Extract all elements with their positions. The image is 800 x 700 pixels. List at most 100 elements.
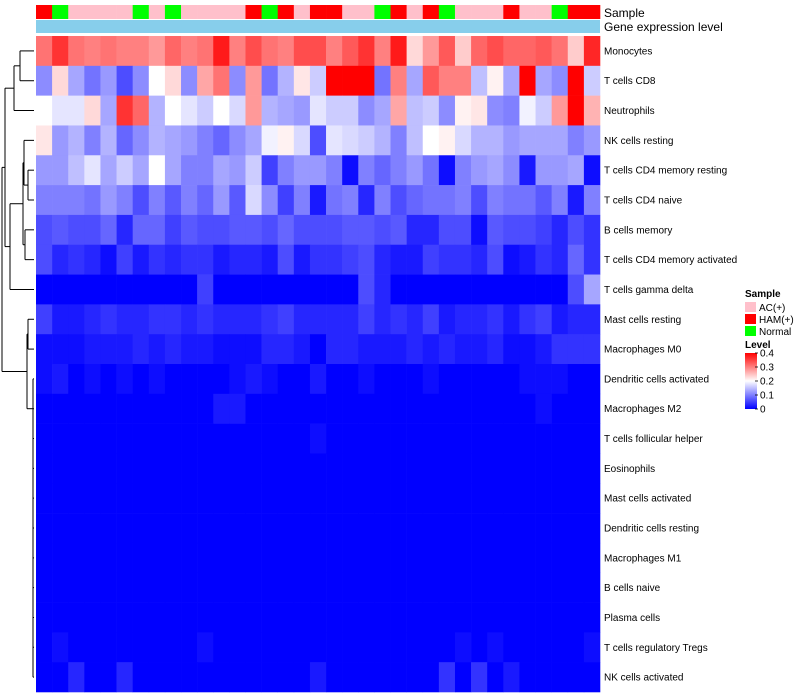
heatmap-cell (406, 244, 424, 275)
heatmap-cell (36, 602, 53, 633)
heatmap-cell (164, 36, 182, 67)
heatmap-cell (583, 632, 601, 663)
heatmap-cell (309, 214, 327, 246)
heatmap-cell (519, 632, 536, 663)
row-label: Macrophages M0 (604, 345, 682, 356)
heatmap-cell (132, 483, 150, 514)
heatmap-cell (567, 36, 585, 67)
heatmap-cell (100, 572, 117, 603)
heatmap-cell (229, 364, 246, 395)
heatmap-cell (358, 483, 375, 514)
heatmap-cell (213, 214, 230, 246)
heatmap-cell (583, 453, 601, 484)
heatmap-cell (181, 214, 198, 246)
heatmap-cell (358, 453, 375, 484)
heatmap-cell (326, 483, 343, 514)
heatmap-cell (422, 662, 440, 693)
heatmap-cell (567, 65, 585, 96)
heatmap-cell (52, 602, 69, 633)
heatmap-cell (374, 572, 391, 603)
heatmap-cell (503, 185, 520, 216)
heatmap-cell (471, 632, 488, 663)
heatmap-cell (197, 423, 214, 454)
heatmap-cell (100, 185, 117, 216)
heatmap-cell (261, 185, 279, 216)
row-label: B cells memory (604, 225, 672, 236)
heatmap-cell (36, 274, 53, 305)
heatmap-cell (36, 334, 53, 365)
heatmap-cell (326, 244, 343, 275)
heatmap-cell (116, 453, 133, 484)
heatmap-cell (583, 662, 601, 693)
heatmap-cell (519, 65, 536, 96)
heatmap-cell (454, 95, 472, 126)
heatmap-cell (36, 65, 53, 96)
heatmap-cell (342, 513, 359, 544)
heatmap-cell (454, 244, 472, 275)
heatmap-cell (116, 334, 133, 365)
heatmap-cell (84, 602, 101, 633)
sample-annotation-label: Sample (604, 6, 645, 20)
heatmap-cell (342, 304, 359, 335)
heatmap-cell (471, 542, 488, 574)
heatmap-cell (261, 393, 279, 424)
heatmap-cell (326, 393, 343, 424)
heatmap-cell (148, 542, 166, 574)
heatmap-cell (471, 95, 488, 126)
heatmap-cell (551, 483, 569, 514)
heatmap-cell (519, 572, 536, 603)
heatmap-cell (422, 125, 440, 156)
heatmap-cell (245, 334, 262, 365)
heatmap-cell (52, 483, 69, 514)
heatmap-cell (471, 214, 488, 246)
heatmap-cell (148, 364, 166, 395)
heatmap-cell (422, 155, 440, 186)
heatmap-cell (132, 125, 150, 156)
heatmap-cell (100, 155, 117, 186)
heatmap-cell (116, 65, 133, 96)
heatmap-cell (471, 185, 488, 216)
heatmap-cell (261, 542, 279, 574)
row-labels: Monocytes T cells CD8 Neutrophils NK cells … (604, 46, 737, 683)
heatmap-cell (551, 185, 569, 216)
heatmap-cell (309, 125, 327, 156)
heatmap-cell (583, 185, 601, 216)
heatmap-cell (454, 65, 472, 96)
heatmap-cell (374, 155, 391, 186)
heatmap-cell (551, 423, 569, 454)
heatmap-cell (52, 662, 69, 693)
heatmap-cell (293, 36, 311, 67)
heatmap-cell (326, 334, 343, 365)
heatmap-cell (309, 393, 327, 424)
heatmap-cell (454, 423, 472, 454)
heatmap-cell (422, 393, 440, 424)
heatmap-cell (438, 542, 456, 574)
heatmap-cell (84, 65, 101, 96)
heatmap-cell (52, 632, 69, 663)
heatmap-cell (116, 95, 133, 126)
heatmap-cell (100, 393, 117, 424)
heatmap-cell (406, 662, 424, 693)
heatmap-cell (374, 632, 391, 663)
heatmap-cell (471, 274, 488, 305)
heatmap-cell (342, 393, 359, 424)
heatmap-cell (374, 304, 391, 335)
heatmap-cell (213, 572, 230, 603)
heatmap-cell (293, 185, 311, 216)
row-label: T cells CD8 (604, 76, 656, 87)
heatmap-cell (245, 453, 262, 484)
row-label: Macrophages M2 (604, 404, 682, 415)
sample-annotation-cell (261, 5, 279, 19)
heatmap-cell (116, 483, 133, 514)
heatmap-cell (438, 185, 456, 216)
heatmap-cell (422, 364, 440, 395)
heatmap-cell (567, 364, 585, 395)
sample-annotation-cell (503, 5, 520, 19)
sample-annotation-cell (535, 5, 552, 19)
heatmap-cell (245, 572, 262, 603)
heatmap-cell (309, 662, 327, 693)
level-tick-label: 0.4 (760, 349, 774, 360)
heatmap-cell (487, 393, 504, 424)
heatmap-cell (261, 155, 279, 186)
